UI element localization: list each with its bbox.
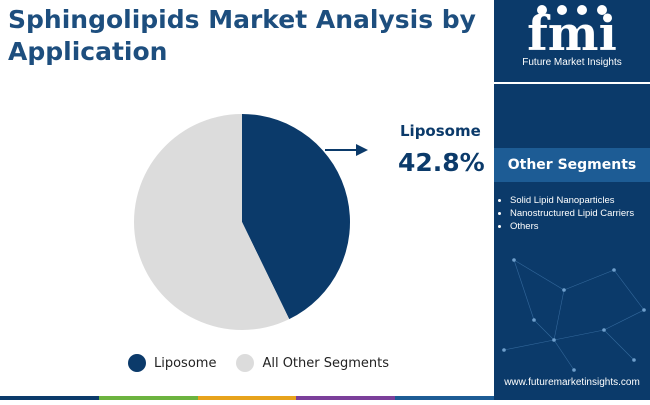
pie-slice-all-other-segments: [134, 114, 290, 330]
pie-chart-svg: [134, 114, 368, 330]
legend-swatch-other: [236, 354, 255, 372]
brand-name: Future Market Insights: [522, 57, 622, 68]
pie-slice-liposome: [242, 114, 350, 320]
callout-value: 42.8%: [398, 148, 485, 177]
pie-chart: [0, 90, 494, 400]
callout-arrow: [325, 144, 368, 156]
list-item: Nanostructured Lipid Carriers: [510, 207, 634, 220]
bottom-bar-segment: [296, 396, 396, 400]
bottom-color-bar: [0, 396, 494, 400]
other-segments-heading: Other Segments: [494, 148, 650, 182]
chart-legend: Liposome All Other Segments: [128, 354, 409, 372]
website-url: www.futuremarketinsights.com: [504, 377, 640, 388]
fmi-logo-mark: fmi: [527, 5, 617, 62]
logo-icon-dot: [597, 5, 607, 15]
sidebar-divider: [494, 82, 650, 84]
sidebar: fmi Future Market Insights Other Segment…: [494, 0, 650, 400]
logo-icon-dot: [577, 5, 587, 15]
legend-swatch-liposome: [128, 354, 146, 372]
logo-icon-dot: [557, 5, 567, 15]
legend-item-liposome: Liposome: [128, 354, 216, 372]
logo-icon-dot: [537, 5, 547, 15]
legend-label-other: All Other Segments: [262, 355, 390, 371]
page-title: Sphingolipids Market Analysis by Applica…: [8, 5, 476, 66]
bottom-bar-segment: [0, 396, 99, 400]
logo-text: fmi: [527, 6, 617, 60]
network-graphic: [502, 258, 646, 372]
callout-label: Liposome: [400, 122, 481, 140]
fmi-logo: fmi Future Market Insights: [494, 0, 650, 80]
bottom-bar-segment: [197, 396, 297, 400]
bottom-bar-segment: [98, 396, 198, 400]
legend-item-other: All Other Segments: [236, 354, 389, 372]
bottom-bar-segment: [395, 396, 494, 400]
list-item: Solid Lipid Nanoparticles: [510, 194, 634, 207]
legend-label-liposome: Liposome: [154, 355, 217, 371]
list-item: Others: [510, 220, 634, 233]
other-segments-list: Solid Lipid Nanoparticles Nanostructured…: [498, 194, 634, 233]
